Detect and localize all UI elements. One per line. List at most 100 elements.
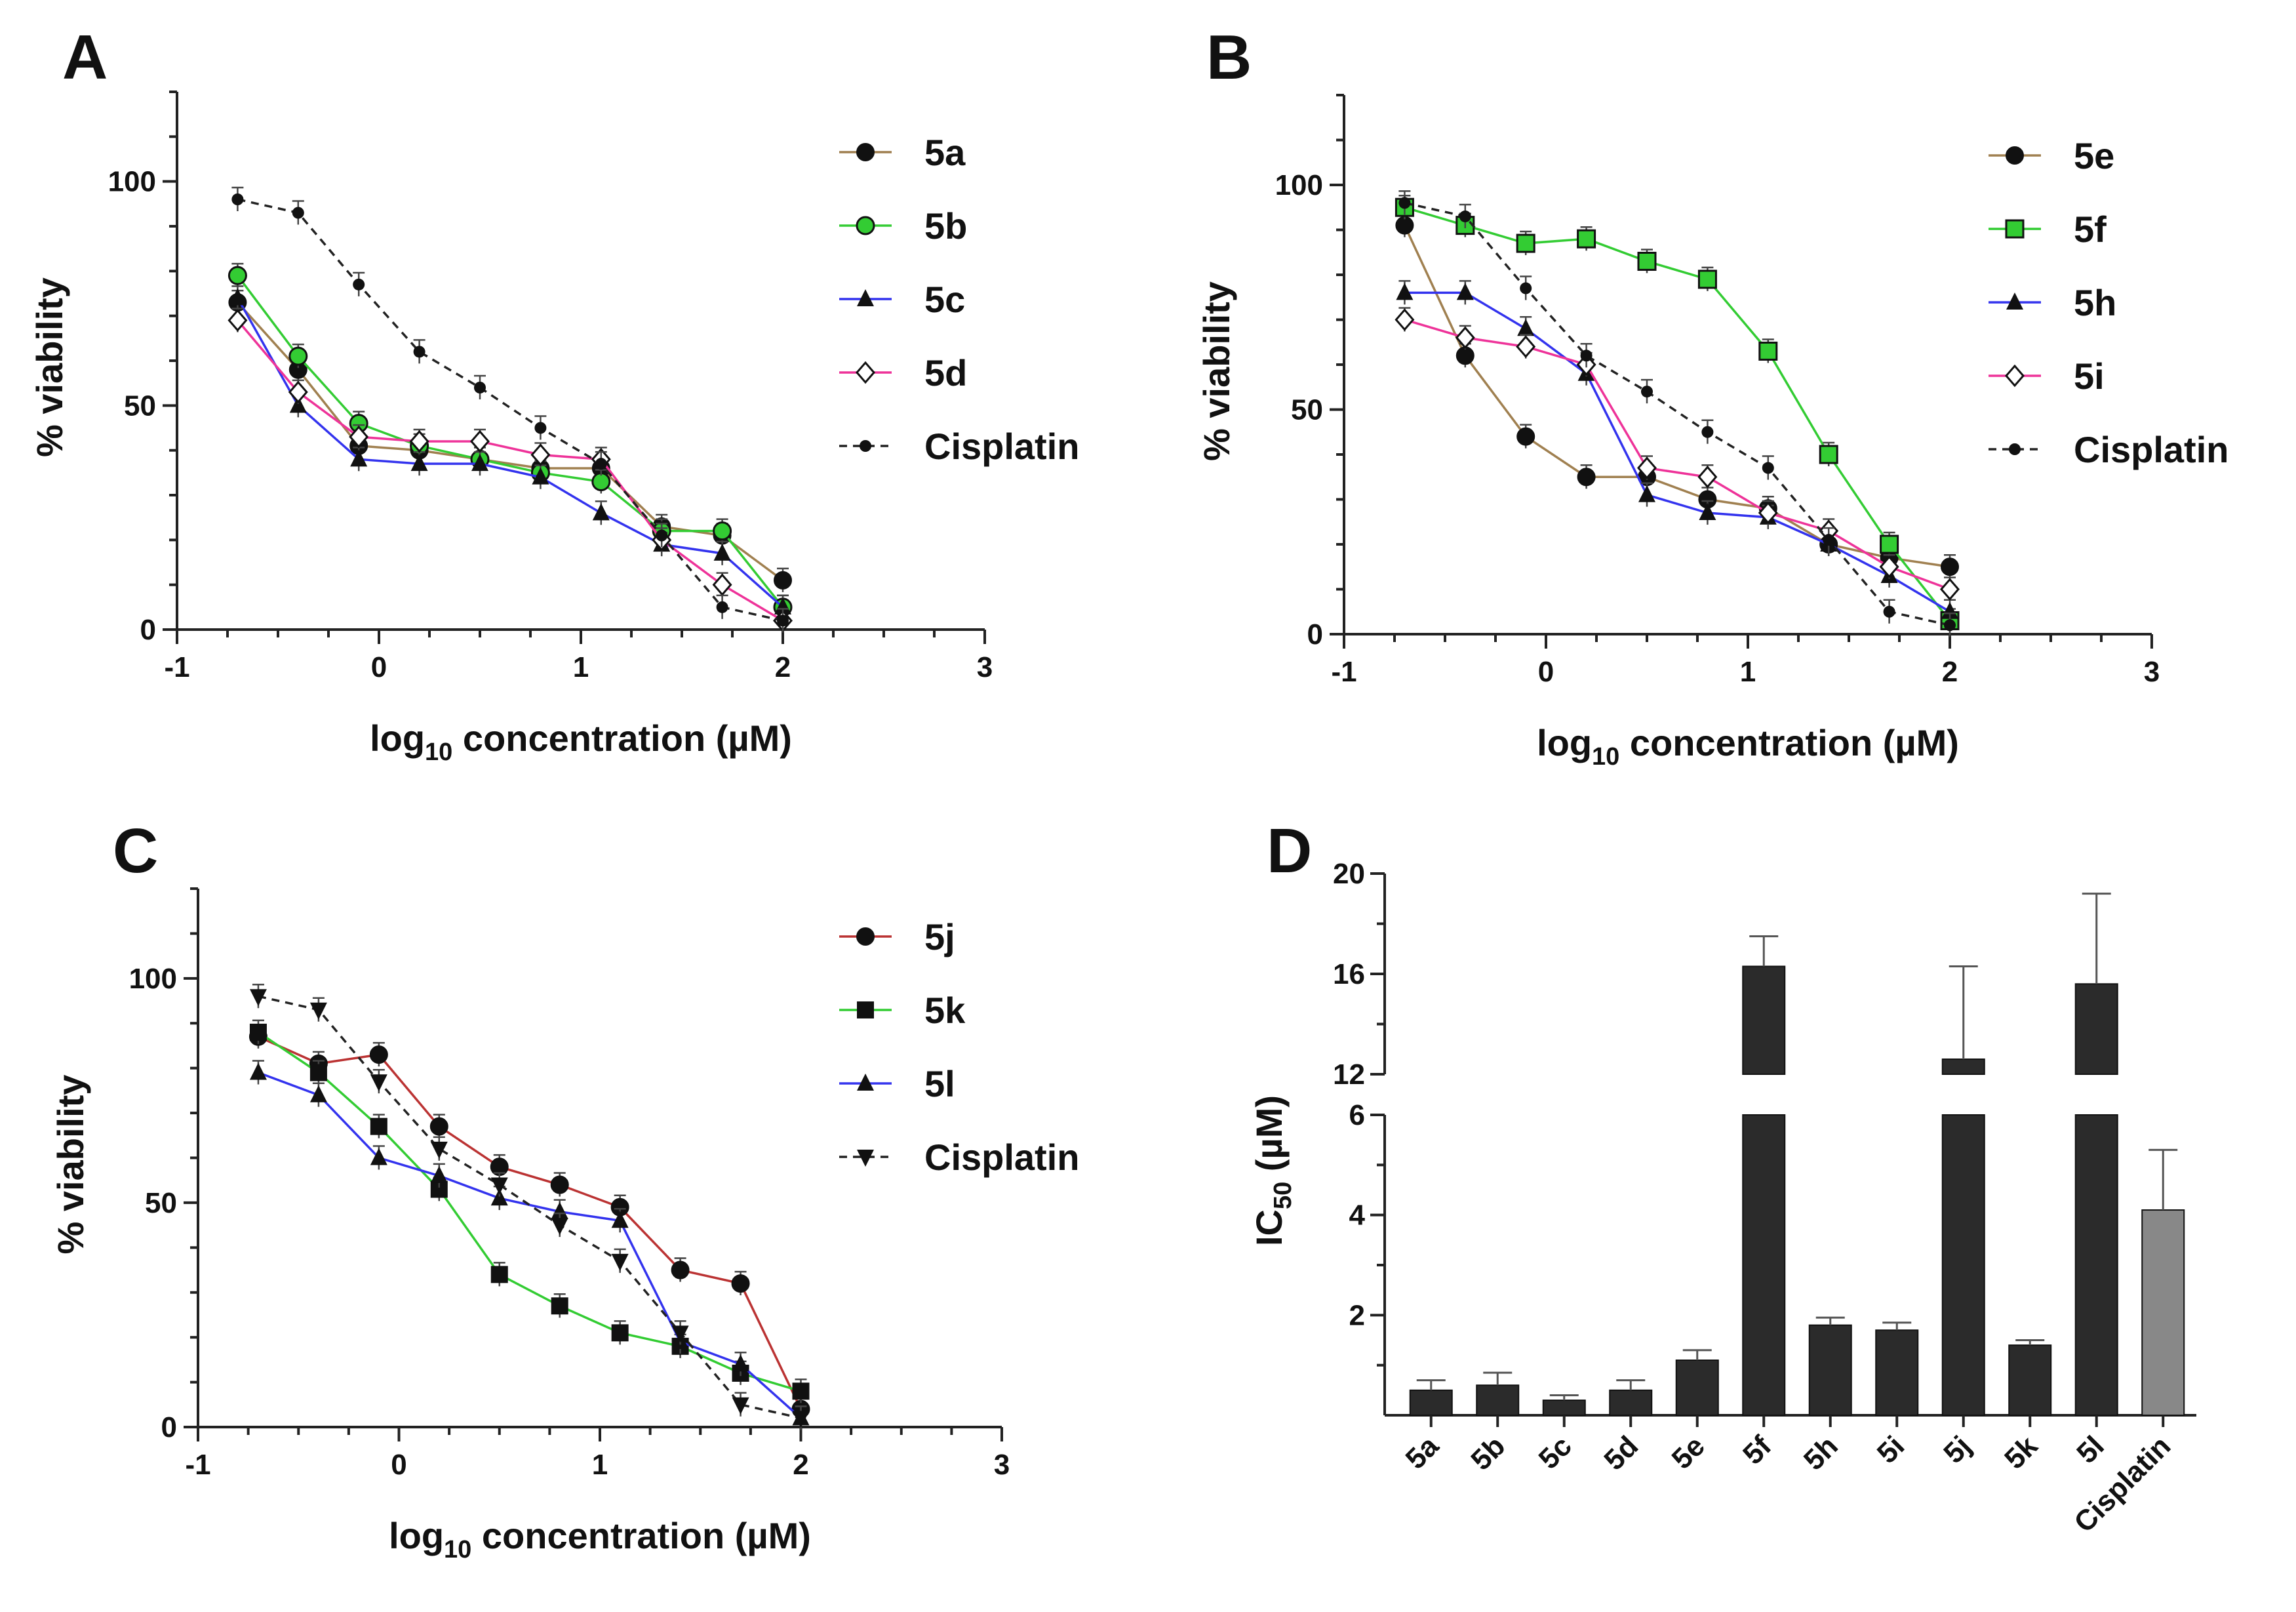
data-point bbox=[777, 615, 789, 627]
data-point bbox=[716, 601, 728, 613]
data-point bbox=[370, 1148, 387, 1165]
data-point bbox=[1758, 501, 1778, 525]
legend-entry-5k: 5k bbox=[839, 990, 966, 1031]
legend-entry-5c: 5c bbox=[839, 279, 965, 320]
bar bbox=[1875, 1329, 1919, 1416]
legend-marker bbox=[857, 289, 874, 306]
legend-entry-5a: 5a bbox=[839, 132, 966, 173]
series-5c bbox=[229, 285, 791, 619]
data-point bbox=[731, 1274, 750, 1293]
series-line bbox=[258, 995, 801, 1420]
legend-label: 5a bbox=[924, 132, 966, 173]
data-point bbox=[1520, 282, 1532, 294]
data-point bbox=[1577, 468, 1596, 487]
data-point bbox=[1580, 350, 1593, 362]
data-point bbox=[551, 1297, 568, 1315]
data-point bbox=[1762, 462, 1774, 474]
panel-letter: D bbox=[1267, 816, 1312, 886]
y-axis-label: % viability bbox=[29, 277, 70, 457]
series-line bbox=[1404, 206, 1951, 622]
data-point bbox=[249, 1062, 267, 1080]
x-axis-label-sub: 10 bbox=[1592, 743, 1619, 771]
x-axis-label: log10 concentration (µM) bbox=[389, 1515, 811, 1563]
legend-label: 5e bbox=[2074, 135, 2114, 176]
bar-lower-part bbox=[2074, 1114, 2118, 1416]
x-axis-label-main: log bbox=[370, 717, 425, 759]
data-point bbox=[1516, 335, 1536, 358]
data-point bbox=[1701, 426, 1714, 438]
data-point bbox=[1699, 503, 1716, 521]
series-line bbox=[258, 1036, 802, 1410]
legend-entry-5b: 5b bbox=[839, 205, 967, 247]
y-axis-label: % viability bbox=[1196, 281, 1237, 461]
legend-entry-5d: 5d bbox=[839, 352, 967, 393]
data-point bbox=[1940, 578, 1960, 601]
x-tick-label: -1 bbox=[164, 651, 189, 683]
data-point bbox=[595, 458, 607, 470]
bar bbox=[1409, 1389, 1453, 1416]
data-point bbox=[1455, 326, 1475, 350]
data-point bbox=[1456, 283, 1474, 300]
legend-label: Cisplatin bbox=[924, 426, 1079, 467]
data-point bbox=[490, 1177, 508, 1195]
x-axis-label-sub: 10 bbox=[425, 738, 452, 766]
series-line bbox=[237, 319, 783, 622]
bar bbox=[1675, 1360, 1719, 1417]
data-point bbox=[792, 1382, 810, 1400]
legend-entry-5h: 5h bbox=[1989, 282, 2116, 323]
series-cisplatin bbox=[1398, 190, 1956, 637]
y-tick-label: 50 bbox=[145, 1187, 177, 1219]
data-point bbox=[671, 1260, 690, 1280]
x-tick-label: 3 bbox=[994, 1449, 1010, 1481]
legend-label: 5i bbox=[2074, 355, 2105, 397]
bar-upper-part bbox=[1941, 1058, 1985, 1076]
x-tick-label: 3 bbox=[977, 651, 993, 683]
x-tick-label: 1 bbox=[592, 1449, 608, 1481]
data-point bbox=[289, 395, 307, 413]
data-point bbox=[288, 346, 308, 366]
y-tick-label: 0 bbox=[140, 614, 156, 646]
data-point bbox=[732, 1397, 749, 1415]
data-point bbox=[249, 1023, 267, 1041]
legend-entry-5e: 5e bbox=[1989, 135, 2114, 176]
data-point bbox=[474, 382, 486, 393]
data-point bbox=[1638, 485, 1655, 502]
legend-label: Cisplatin bbox=[2074, 429, 2228, 470]
legend-label: 5c bbox=[924, 279, 965, 320]
data-point bbox=[349, 425, 369, 449]
data-point bbox=[490, 1188, 508, 1206]
bar-5l: 5l bbox=[2070, 893, 2118, 1470]
data-point bbox=[370, 1118, 387, 1135]
legend-marker bbox=[2006, 292, 2023, 310]
bar bbox=[1542, 1400, 1586, 1417]
series-line bbox=[1404, 318, 1950, 591]
data-point bbox=[1395, 308, 1415, 331]
legend-marker bbox=[856, 927, 875, 946]
data-point bbox=[1637, 456, 1657, 479]
data-point bbox=[774, 571, 792, 590]
x-axis-label-rest: concentration (µM) bbox=[1619, 722, 1959, 763]
legend-label: 5j bbox=[924, 916, 955, 957]
data-point bbox=[1637, 251, 1657, 271]
x-axis-label-main: log bbox=[389, 1515, 444, 1556]
bar-5f: 5f bbox=[1737, 935, 1786, 1471]
x-tick-label: 1 bbox=[1740, 656, 1756, 688]
x-tick-label: 2 bbox=[1942, 656, 1958, 688]
legend-entry-cisplatin: Cisplatin bbox=[839, 426, 1079, 467]
data-point bbox=[1883, 605, 1895, 618]
data-point bbox=[228, 266, 247, 285]
data-point bbox=[550, 1175, 569, 1194]
data-point bbox=[551, 1218, 568, 1236]
legend-marker bbox=[2009, 443, 2021, 455]
series-line bbox=[1403, 224, 1950, 568]
data-point bbox=[429, 1117, 448, 1136]
y-tick-label: 2 bbox=[1349, 1299, 1365, 1331]
data-point bbox=[350, 449, 368, 467]
data-point bbox=[530, 443, 551, 466]
data-point bbox=[309, 1002, 327, 1020]
series-line bbox=[236, 297, 784, 609]
data-point bbox=[1455, 346, 1475, 365]
data-point bbox=[292, 207, 304, 219]
